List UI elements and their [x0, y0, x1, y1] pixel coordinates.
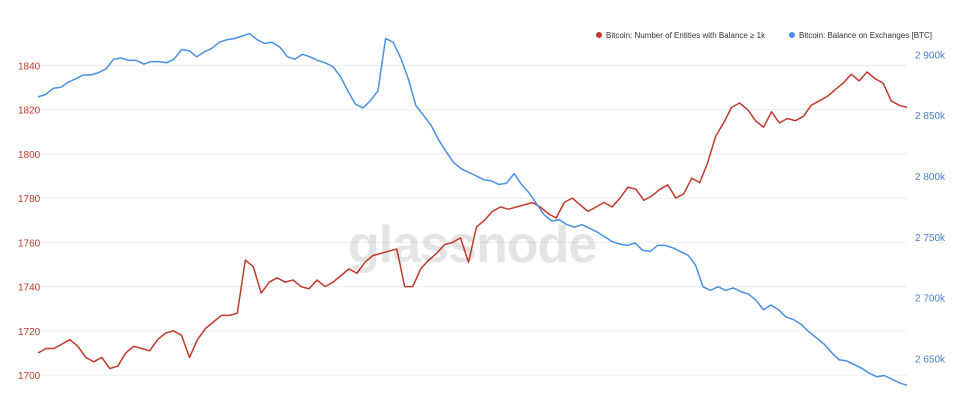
legend-label-exchanges: Bitcoin: Balance on Exchanges [BTC] — [799, 31, 932, 40]
left-tick-label: 1800 — [18, 150, 41, 161]
legend-label-entities: Bitcoin: Number of Entities with Balance… — [606, 31, 766, 40]
left-tick-label: 1720 — [18, 327, 41, 338]
left-axis-ticks: 1840 1820 1800 1780 1760 1740 1720 1700 — [18, 61, 41, 382]
series-line-exchange-balance — [37, 32, 908, 387]
series-lines — [37, 32, 908, 387]
left-tick-label: 1740 — [18, 283, 41, 294]
right-tick-label: 2 900k — [915, 50, 946, 61]
series-line-entities — [37, 71, 908, 370]
left-tick-label: 1700 — [18, 371, 41, 382]
left-tick-label: 1780 — [18, 194, 41, 205]
right-axis-ticks: 2 900k 2 850k 2 800k 2 750k 2 700k 2 650k — [915, 50, 946, 365]
right-tick-label: 2 850k — [915, 111, 946, 122]
right-tick-label: 2 650k — [915, 355, 946, 366]
left-tick-label: 1820 — [18, 106, 41, 117]
left-tick-label: 1760 — [18, 238, 41, 249]
right-tick-label: 2 800k — [915, 172, 946, 183]
right-tick-label: 2 700k — [915, 294, 946, 305]
legend[interactable]: Bitcoin: Number of Entities with Balance… — [596, 31, 932, 40]
legend-marker-blue — [789, 32, 795, 38]
right-tick-label: 2 750k — [915, 233, 946, 244]
left-tick-label: 1840 — [18, 61, 41, 72]
legend-marker-red — [596, 32, 602, 38]
